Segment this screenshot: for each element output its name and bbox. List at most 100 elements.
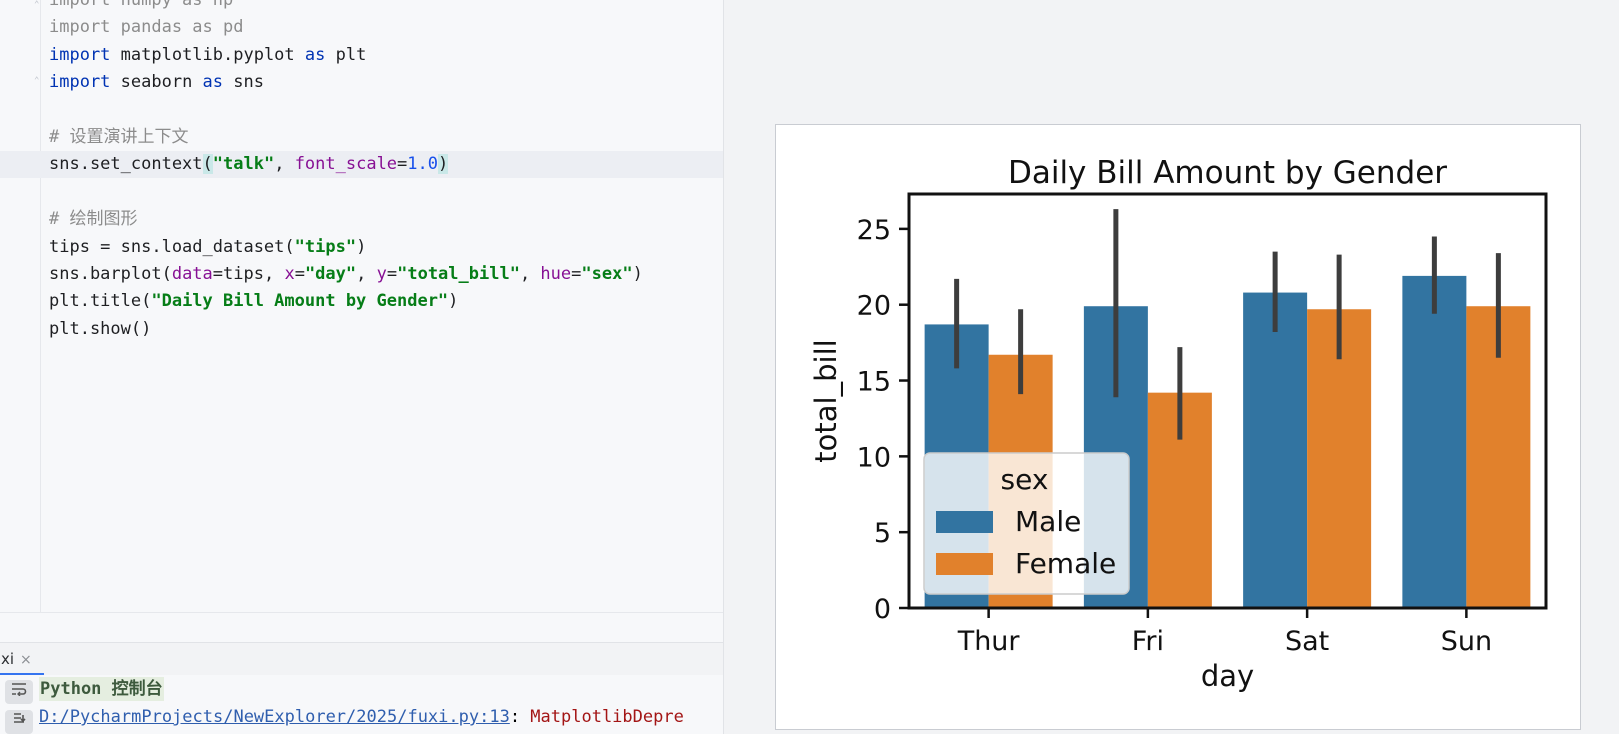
bar-male-sun	[1402, 275, 1467, 608]
code-token: sns.barplot(	[49, 264, 172, 284]
code-token: )	[356, 236, 367, 257]
code-line[interactable]	[0, 179, 723, 206]
code-token: =	[294, 264, 305, 284]
code-token: "tips"	[294, 236, 357, 257]
soft-wrap-icon[interactable]	[5, 680, 33, 704]
code-text: plt.title("Daily Bill Amount by Gender")	[49, 288, 458, 315]
fold-marker-icon[interactable]: ⌃	[34, 76, 40, 86]
code-token: ,	[356, 264, 377, 284]
legend-swatch-female	[936, 553, 993, 575]
console-output-line: D:/PycharmProjects/NewExplorer/2025/fuxi…	[39, 705, 684, 729]
code-token: plt.title(	[49, 291, 152, 312]
code-token: sns.set_context	[49, 154, 203, 175]
code-text: import pandas as pd	[49, 14, 243, 41]
code-text: import numpy as np	[49, 0, 233, 14]
console-tab[interactable]: xi ×	[0, 643, 32, 677]
code-line[interactable]: # 设置演讲上下文	[0, 124, 723, 151]
y-tick-label: 25	[857, 215, 891, 246]
code-token: plt	[325, 44, 367, 65]
code-text: # 绘制图形	[49, 206, 137, 233]
code-line[interactable]: # 绘制图形	[0, 206, 723, 233]
fold-marker-icon[interactable]: ⌃	[34, 0, 40, 10]
code-token: import pandas as pd	[49, 17, 244, 38]
code-token: =	[571, 264, 582, 284]
code-token: sns	[223, 72, 264, 93]
code-token: plt.show()	[49, 318, 152, 339]
code-line[interactable]: import seaborn as sns	[0, 69, 723, 96]
code-token: # 设置演讲上下文	[49, 127, 189, 147]
code-text: import matplotlib.pyplot as plt	[49, 42, 366, 69]
code-token: )	[448, 291, 459, 312]
code-token: "day"	[304, 264, 357, 284]
active-tab-indicator	[0, 673, 44, 676]
y-tick-label: 20	[857, 291, 891, 322]
axes-frame	[907, 192, 1548, 610]
code-token: ,	[519, 264, 541, 284]
code-token: data	[171, 264, 213, 284]
code-token: import	[49, 44, 111, 65]
y-tick-label: 15	[857, 367, 891, 398]
legend-label-female: Female	[1015, 547, 1116, 580]
bar-chart: Daily Bill Amount by Gender 0 5 10 15 20 25 Thu…	[809, 155, 1548, 693]
x-tick-label: Sat	[1285, 626, 1329, 657]
code-text: sns.barplot(data=tips, x="day", y="total…	[49, 261, 643, 288]
code-token: hue	[540, 264, 572, 284]
file-path-link[interactable]: D:/PycharmProjects/NewExplorer/2025/fuxi…	[39, 707, 510, 727]
scroll-to-end-icon[interactable]	[5, 710, 33, 734]
code-token: import numpy as np	[49, 0, 234, 10]
editor-gutter: ⌃ ⌃	[0, 0, 41, 612]
code-line[interactable]: import numpy as np	[0, 0, 723, 14]
x-axis-label: day	[1201, 659, 1254, 693]
chart-title: Daily Bill Amount by Gender	[1008, 155, 1447, 191]
console-tab-bar: xi ×	[0, 642, 723, 676]
code-token: "talk"	[212, 154, 275, 175]
code-token: tips = sns.load_dataset(	[49, 236, 295, 257]
python-console[interactable]: Python 控制台 D:/PycharmProjects/NewExplore…	[0, 675, 723, 734]
code-text: plt.show()	[49, 316, 151, 343]
code-line[interactable]: import pandas as pd	[0, 14, 723, 41]
separator: :	[509, 707, 531, 727]
y-tick-label: 5	[874, 518, 891, 549]
code-line[interactable]: plt.title("Daily Bill Amount by Gender")	[0, 288, 723, 315]
code-token: (	[202, 154, 213, 175]
code-token: # 绘制图形	[49, 209, 138, 230]
warning-text: MatplotlibDepre	[530, 707, 684, 727]
legend-label-male: Male	[1015, 505, 1081, 538]
legend-title: sex	[1001, 463, 1049, 496]
code-token: seaborn	[110, 72, 203, 93]
code-token: "Daily Bill Amount by Gender"	[151, 291, 449, 312]
code-token: matplotlib.pyplot	[110, 44, 305, 65]
bar-male-sat	[1243, 292, 1308, 608]
x-tick-label: Thur	[957, 626, 1021, 657]
code-line[interactable]: plt.show()	[0, 316, 723, 343]
code-token: as	[202, 72, 224, 93]
y-tick-label: 10	[857, 442, 891, 473]
code-text: import seaborn as sns	[49, 69, 264, 96]
code-line[interactable]: sns.barplot(data=tips, x="day", y="total…	[0, 261, 723, 288]
console-tab-label: xi	[1, 650, 15, 668]
x-tick-label: Sun	[1441, 626, 1492, 657]
code-token: =tips,	[212, 264, 285, 284]
code-token: as	[304, 44, 326, 65]
plot-figure: Daily Bill Amount by Gender 0 5 10 15 20 25 Thu…	[775, 124, 1581, 730]
code-line[interactable]: import matplotlib.pyplot as plt	[0, 42, 723, 69]
code-token: x	[284, 264, 295, 284]
editor-bottom-bar	[0, 612, 723, 643]
code-line[interactable]: tips = sns.load_dataset("tips")	[0, 234, 723, 261]
code-token: =	[386, 264, 398, 284]
code-token: font_scale	[294, 154, 398, 175]
code-token: "total_bill"	[397, 264, 520, 284]
code-token: 1.0	[407, 154, 439, 175]
code-token: import	[49, 72, 111, 93]
code-editor[interactable]: ⌃ ⌃ import numpy as np import pandas as p…	[0, 0, 723, 612]
code-token: )	[632, 264, 643, 284]
code-line[interactable]: sns.set_context("talk", font_scale=1.0)	[0, 151, 723, 179]
code-token: )	[438, 154, 449, 175]
legend-swatch-male	[936, 511, 993, 533]
code-line[interactable]	[0, 97, 723, 124]
close-icon[interactable]: ×	[20, 652, 32, 668]
code-text: # 设置演讲上下文	[49, 124, 188, 151]
console-title: Python 控制台	[39, 677, 164, 701]
x-tick-label: Fri	[1132, 626, 1164, 657]
code-text: sns.set_context("talk", font_scale=1.0)	[49, 151, 449, 178]
